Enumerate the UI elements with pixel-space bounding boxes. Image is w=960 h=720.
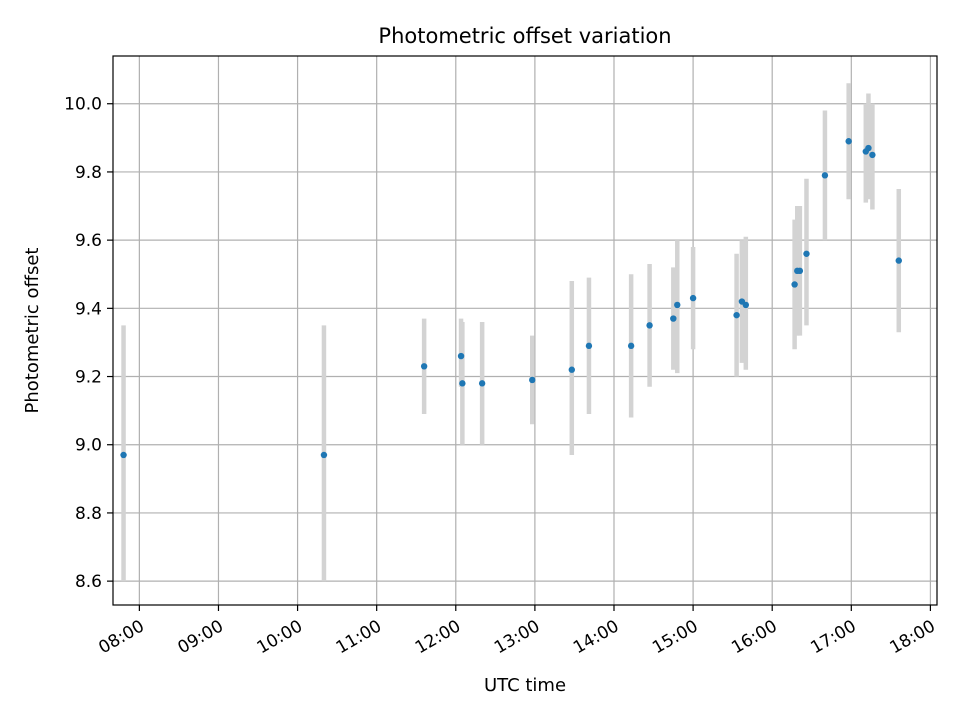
- x-tick-label: 12:00: [412, 616, 464, 658]
- x-tick-label: 18:00: [886, 616, 938, 658]
- x-tick-label: 17:00: [807, 616, 859, 658]
- data-point: [320, 451, 328, 459]
- y-axis-title: Photometric offset: [22, 248, 43, 414]
- x-axis-title: UTC time: [484, 675, 566, 696]
- grid-layer: [113, 56, 937, 605]
- errorbar-layer: [121, 83, 902, 582]
- y-tick-label: 9.4: [75, 299, 102, 319]
- x-tick-label: 11:00: [333, 616, 385, 658]
- data-point: [674, 301, 681, 309]
- x-tick-label: 10:00: [254, 616, 306, 658]
- data-point: [670, 315, 677, 322]
- data-point: [733, 311, 740, 319]
- data-point: [529, 376, 536, 384]
- data-point: [627, 342, 635, 350]
- data-point: [120, 451, 127, 459]
- data-point: [568, 366, 576, 373]
- data-point: [821, 172, 829, 179]
- x-tick-label: 08:00: [95, 616, 147, 658]
- data-point: [646, 322, 653, 329]
- data-point: [459, 380, 466, 387]
- data-point: [845, 138, 852, 145]
- data-point: [791, 281, 798, 288]
- y-tick-label: 8.6: [75, 572, 102, 592]
- plot-frame: [112, 55, 938, 606]
- data-point: [796, 267, 804, 275]
- y-tick-label: 9.2: [75, 368, 102, 388]
- y-tick-label: 9.6: [75, 231, 102, 251]
- data-point: [478, 380, 486, 387]
- data-point: [585, 342, 593, 350]
- data-point: [457, 352, 465, 360]
- x-tick-label: 15:00: [649, 616, 701, 658]
- data-point: [742, 301, 750, 309]
- y-tick-label: 9.8: [75, 163, 102, 183]
- y-tick-label: 10.0: [64, 95, 102, 115]
- y-tick-label: 8.8: [75, 504, 102, 524]
- marker-layer: [120, 138, 902, 459]
- data-point: [689, 294, 697, 302]
- data-point: [869, 151, 876, 159]
- x-tick-label: 14:00: [570, 616, 622, 658]
- data-point: [895, 257, 902, 264]
- y-tick-label: 9.0: [75, 436, 102, 456]
- x-tick-label: 13:00: [491, 616, 543, 658]
- x-tick-label: 16:00: [728, 616, 780, 658]
- data-point: [420, 363, 428, 370]
- data-point: [865, 144, 872, 152]
- data-point: [803, 250, 810, 257]
- chart-title: Photometric offset variation: [378, 24, 671, 48]
- x-tick-label: 09:00: [175, 616, 227, 658]
